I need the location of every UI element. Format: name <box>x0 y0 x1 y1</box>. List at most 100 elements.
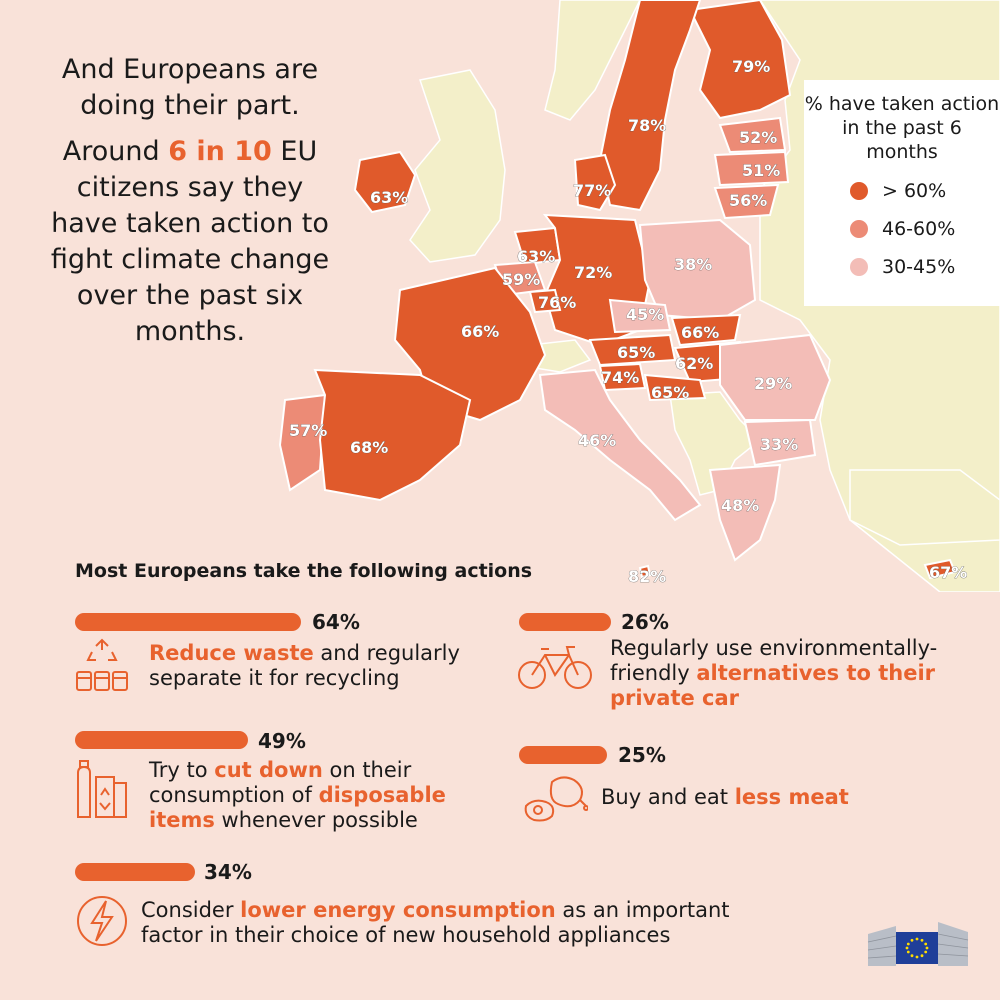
desc-disposable-items: Try to cut down on their consumption of … <box>149 758 479 833</box>
map-legend: % have taken action in the past 6 months… <box>804 80 1000 306</box>
label-greece: 48% <box>721 496 759 515</box>
label-czechia: 45% <box>626 305 664 324</box>
region-finland[interactable] <box>688 0 792 120</box>
label-slovenia: 74% <box>601 368 639 387</box>
label-malta: 82% <box>628 567 666 586</box>
desc-reduce-waste: Reduce waste and regularly separate it f… <box>149 641 479 691</box>
desc-car-hl: alternatives to their private car <box>610 661 936 710</box>
legend-dot-low <box>850 258 868 276</box>
intro-text: And Europeans are doing their part. Arou… <box>40 52 340 360</box>
energy-icon <box>77 896 127 946</box>
desc-disposable-part-1: Try to <box>149 758 215 782</box>
desc-reduce-waste-hl: Reduce waste <box>149 641 314 665</box>
intro-highlight: 6 in 10 <box>168 136 272 167</box>
region-latvia[interactable] <box>713 150 790 187</box>
desc-disposable-part-3: whenever possible <box>214 808 418 832</box>
label-france: 66% <box>461 322 499 341</box>
pct-less-meat: 25% <box>618 743 666 767</box>
desc-energy-part-1: Consider <box>141 898 241 922</box>
region-denmark[interactable] <box>573 153 617 212</box>
region-bulgaria[interactable] <box>743 418 817 467</box>
bar-disposable-items <box>75 731 248 749</box>
label-austria: 65% <box>617 343 655 362</box>
bar-reduce-waste <box>75 613 301 631</box>
european-commission-logo <box>867 922 969 966</box>
region-italy[interactable] <box>538 368 702 522</box>
region-greece[interactable] <box>708 463 782 562</box>
region-malta[interactable] <box>638 564 652 579</box>
desc-energy-part-2: as an important factor in their choice o… <box>141 898 730 947</box>
region-romania[interactable] <box>719 333 832 421</box>
desc-lower-energy: Consider lower energy consumption as an … <box>141 898 741 948</box>
bar-less-meat <box>519 746 607 764</box>
intro-line-1: And Europeans are doing their part. <box>61 54 319 121</box>
intro-line-2-pre: Around <box>62 136 169 167</box>
bar-lower-energy <box>75 863 195 881</box>
legend-item-mid: 46-60% <box>850 218 1000 240</box>
bicycle-icon <box>518 646 592 689</box>
legend-item-low: 30-45% <box>850 256 1000 278</box>
region-ireland[interactable] <box>353 150 417 214</box>
intro-line-2-post: EU citizens say they have taken action t… <box>50 136 330 347</box>
label-italy: 46% <box>578 431 616 450</box>
region-luxembourg[interactable] <box>528 288 562 314</box>
label-netherlands: 63% <box>517 247 555 266</box>
label-germany: 72% <box>574 263 612 282</box>
region-lithuania[interactable] <box>713 183 780 220</box>
label-poland: 38% <box>674 255 712 274</box>
pct-lower-energy: 34% <box>204 860 252 884</box>
label-denmark: 77% <box>573 181 611 200</box>
label-slovakia: 66% <box>681 323 719 342</box>
label-latvia: 51% <box>742 161 780 180</box>
eu-flag <box>896 932 938 964</box>
desc-meat-part-1: Buy and eat <box>601 785 735 809</box>
pct-disposable-items: 49% <box>258 729 306 753</box>
desc-meat-hl: less meat <box>734 785 849 809</box>
legend-title: % have taken action in the past 6 months <box>804 93 1000 163</box>
legend-label-high: > 60% <box>882 180 947 202</box>
intro-line-2: Around 6 in 10 EU citizens say they have… <box>40 134 340 350</box>
pct-car-alternatives: 26% <box>621 610 669 634</box>
desc-disposable-hl-2: disposable items <box>149 783 446 832</box>
label-bulgaria: 33% <box>760 435 798 454</box>
label-lithuania: 56% <box>729 191 767 210</box>
region-poland[interactable] <box>638 218 757 322</box>
country-value-labels: 79% 78% 52% 51% 56% 63% 77% 63% 59% 72% … <box>289 57 968 587</box>
recycle-icon <box>76 638 128 691</box>
region-croatia[interactable] <box>643 373 707 402</box>
legend-label-mid: 46-60% <box>882 218 956 240</box>
region-slovakia[interactable] <box>670 313 742 347</box>
label-portugal: 57% <box>289 421 327 440</box>
legend-dot-mid <box>850 220 868 238</box>
label-hungary: 62% <box>675 354 713 373</box>
label-belgium: 59% <box>502 270 540 289</box>
bottles-icon <box>77 760 127 818</box>
desc-less-meat: Buy and eat less meat <box>601 785 961 810</box>
desc-car-part-1: Regularly use environmentally-friendly <box>610 636 938 685</box>
label-spain: 68% <box>350 438 388 457</box>
label-finland: 79% <box>732 57 770 76</box>
actions-title: Most Europeans take the following action… <box>75 560 533 582</box>
pct-reduce-waste: 64% <box>312 610 360 634</box>
eu-countries <box>278 0 957 580</box>
bar-car-alternatives <box>519 613 611 631</box>
legend-label-low: 30-45% <box>882 256 956 278</box>
region-spain[interactable] <box>313 368 472 502</box>
legend-dot-high <box>850 182 868 200</box>
label-ireland: 63% <box>370 188 408 207</box>
region-czechia[interactable] <box>608 298 672 334</box>
region-cyprus[interactable] <box>923 558 957 580</box>
desc-car-alternatives: Regularly use environmentally-friendly a… <box>610 636 970 711</box>
region-estonia[interactable] <box>718 116 787 154</box>
region-austria[interactable] <box>588 333 677 367</box>
region-sweden[interactable] <box>598 0 702 212</box>
legend-item-high: > 60% <box>850 180 1000 202</box>
region-portugal[interactable] <box>278 393 327 492</box>
desc-disposable-part-2: on their consumption of <box>149 758 412 807</box>
label-croatia: 65% <box>651 383 689 402</box>
label-luxembourg: 76% <box>538 293 576 312</box>
label-estonia: 52% <box>739 128 777 147</box>
meat-icon <box>524 776 588 822</box>
region-slovenia[interactable] <box>598 362 647 392</box>
label-sweden: 78% <box>628 116 666 135</box>
